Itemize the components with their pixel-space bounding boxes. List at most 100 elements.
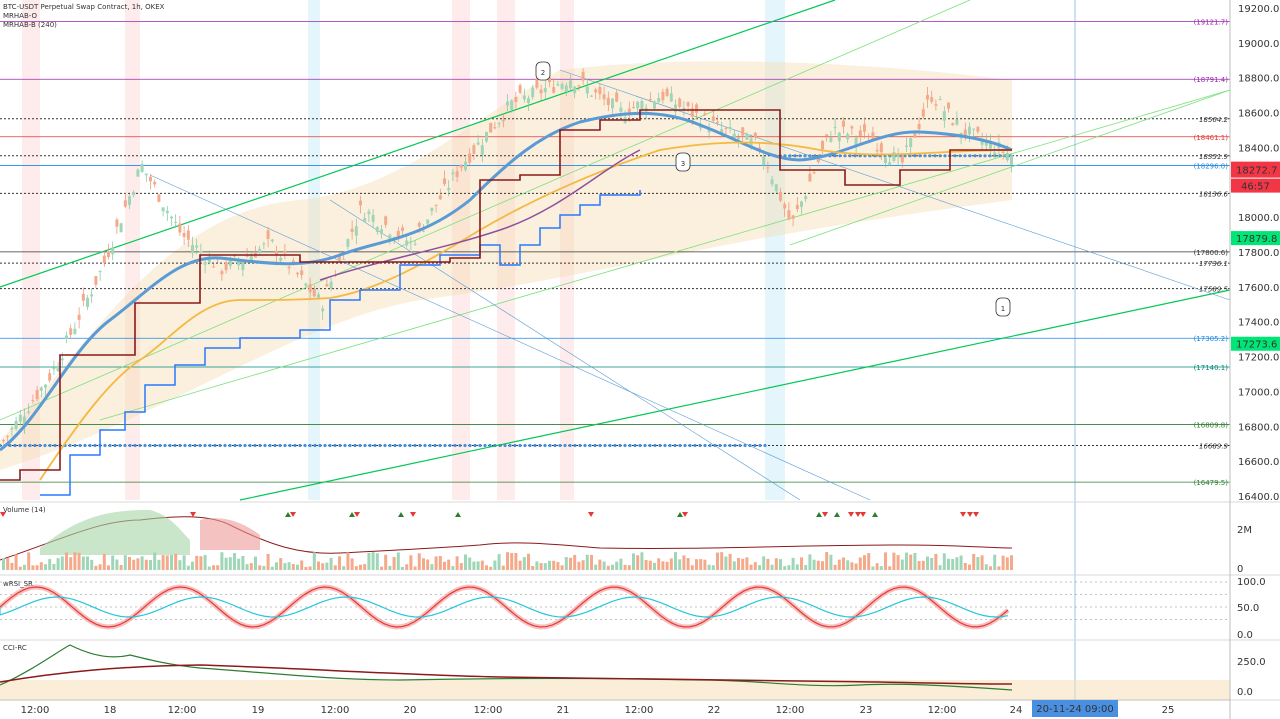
volume-bar: [686, 558, 690, 570]
wrsi-axis-label: 0.0: [1237, 630, 1253, 641]
dotted-level: [643, 443, 647, 448]
trend-line: [789, 89, 1231, 246]
volume-bar: [497, 554, 501, 570]
candle-body: [711, 116, 715, 121]
dotted-level: [458, 443, 462, 448]
candle-body: [896, 154, 900, 157]
volume-bar: [371, 552, 375, 570]
candle-body: [808, 173, 812, 182]
candle-body: [913, 132, 917, 138]
candle-body: [942, 111, 946, 121]
candle-body: [984, 140, 988, 146]
dotted-level: [803, 154, 807, 158]
volume-bar: [791, 557, 795, 570]
dotted-level: [528, 443, 532, 448]
dotted-level: [478, 443, 482, 448]
price-tick-label: 17800.0: [1238, 248, 1279, 259]
candle-body: [548, 77, 551, 83]
candle-body: [300, 270, 304, 276]
dotted-level: [668, 443, 672, 448]
candle-body: [18, 414, 22, 422]
volume-bar: [934, 553, 938, 570]
session-band: [22, 0, 40, 500]
candle-body: [228, 259, 232, 266]
volume-bar: [707, 564, 711, 570]
volume-bar: [674, 552, 677, 570]
signal-arrow: [677, 512, 683, 517]
volume-bar: [308, 566, 312, 570]
volume-bar: [829, 554, 833, 570]
time-tick-label: 18: [104, 705, 117, 716]
candle-body: [531, 87, 535, 98]
volume-bar: [938, 565, 942, 570]
countdown-badge: [1231, 178, 1280, 193]
candle-body: [753, 132, 757, 138]
dotted-level: [313, 443, 317, 448]
dotted-level: [623, 443, 627, 448]
candle-body: [27, 411, 31, 413]
candle-body: [195, 245, 199, 248]
dotted-level: [213, 443, 217, 448]
dotted-level: [673, 443, 677, 448]
volume-bar: [627, 565, 631, 570]
candle-body: [728, 127, 732, 129]
volume-bar: [472, 561, 476, 570]
dotted-level: [558, 443, 562, 448]
candle-body: [795, 204, 799, 210]
volume-cloud: [40, 510, 190, 555]
candle-body: [371, 215, 375, 222]
candle-body: [56, 365, 60, 372]
candle-body: [963, 129, 967, 136]
wave-label: 1: [1001, 305, 1005, 313]
volume-bar: [161, 555, 165, 570]
price-badge-label: 17273.6: [1236, 340, 1277, 351]
candle-body: [837, 132, 841, 142]
candle-body: [417, 222, 421, 227]
chart-legend: BTC-USDT Perpetual Swap Contract, 1h, OK…: [3, 3, 164, 30]
candle-body: [304, 283, 308, 286]
volume-bar: [216, 565, 220, 570]
trend-line: [239, 289, 1231, 501]
candle-body: [863, 124, 866, 132]
volume-bar: [359, 564, 362, 570]
candle-body: [6, 435, 10, 437]
volume-bar: [69, 557, 73, 570]
signal-arrow: [960, 512, 966, 517]
candle-body: [791, 215, 795, 219]
candle-body: [833, 127, 837, 129]
candle-body: [153, 181, 157, 185]
dotted-level: [628, 443, 632, 448]
indicator-label: MRHAB-O: [3, 12, 37, 20]
dotted-level: [693, 443, 697, 448]
dotted-level: [543, 443, 547, 448]
candle-body: [636, 101, 640, 109]
price-tick-label: 17400.0: [1238, 318, 1279, 329]
candle-body: [60, 358, 64, 361]
candle-body: [955, 119, 959, 125]
dotted-level: [653, 443, 657, 448]
volume-bar: [955, 557, 959, 570]
dotted-level: [933, 154, 937, 158]
candle-body: [842, 120, 845, 127]
dotted-level: [958, 154, 962, 158]
dotted-level: [738, 443, 742, 448]
trend-line: [149, 174, 871, 501]
candle-body: [182, 232, 186, 237]
time-tick-label: 19: [252, 705, 265, 716]
dotted-level: [248, 443, 252, 448]
candle-body: [661, 91, 665, 101]
volume-bar: [195, 555, 199, 570]
candle-body: [972, 128, 976, 130]
dotted-level: [358, 443, 362, 448]
volume-bar: [388, 565, 392, 570]
dotted-level: [0, 443, 2, 448]
price-tick-label: 18400.0: [1238, 143, 1279, 154]
candle-body: [669, 93, 673, 102]
volume-bar: [56, 558, 60, 570]
signal-arrow: [285, 512, 291, 517]
cci-label: CCI-RC: [3, 644, 27, 652]
time-tick-label: 24: [1010, 705, 1023, 716]
candle-body: [308, 284, 312, 293]
volume-bar: [405, 564, 409, 570]
